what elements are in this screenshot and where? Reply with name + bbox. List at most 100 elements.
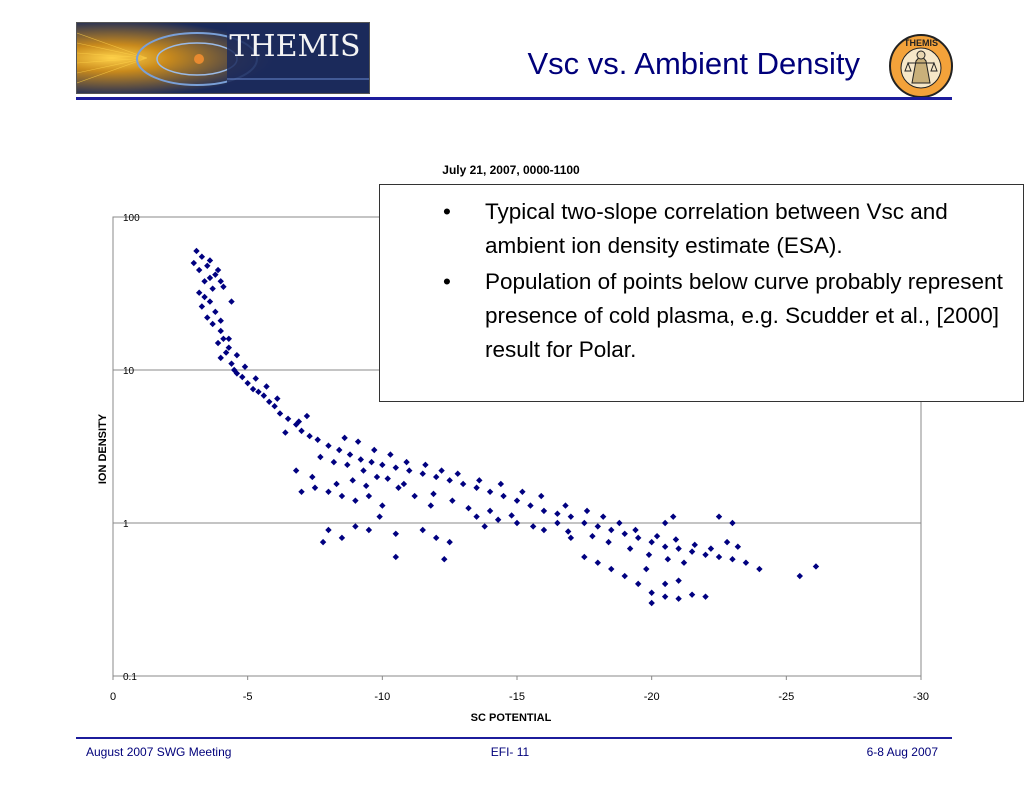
- bullet-item: • Typical two-slope correlation between V…: [443, 199, 948, 258]
- data-point: [648, 589, 655, 596]
- data-point: [473, 513, 480, 520]
- data-point: [648, 538, 655, 546]
- data-point: [446, 477, 453, 484]
- data-point: [276, 410, 284, 417]
- data-point: [212, 308, 219, 316]
- data-point: [209, 285, 216, 292]
- data-point: [403, 458, 410, 466]
- data-point: [702, 593, 709, 600]
- data-point: [298, 488, 305, 495]
- data-point: [527, 502, 534, 509]
- data-point: [357, 456, 364, 463]
- data-point: [411, 492, 418, 500]
- data-point: [341, 434, 348, 442]
- data-point: [540, 526, 548, 534]
- data-point: [206, 298, 214, 305]
- data-point: [325, 526, 332, 534]
- data-point: [589, 532, 596, 540]
- data-point: [354, 438, 362, 445]
- data-point: [796, 572, 803, 580]
- data-point: [756, 565, 763, 573]
- data-point: [608, 565, 615, 573]
- data-point: [228, 298, 235, 305]
- data-point: [204, 314, 211, 321]
- data-point: [346, 451, 354, 458]
- data-point: [387, 451, 394, 458]
- footer-date: 6-8 Aug 2007: [866, 745, 938, 759]
- data-point: [626, 545, 634, 552]
- data-point: [419, 470, 426, 477]
- data-point: [562, 502, 569, 509]
- y-tick-label: 100: [123, 213, 140, 224]
- data-point: [338, 534, 346, 542]
- data-point: [661, 580, 669, 588]
- data-point: [486, 488, 494, 495]
- data-point: [465, 504, 472, 512]
- data-point: [217, 317, 224, 324]
- y-tick-label: 0.1: [123, 672, 137, 683]
- data-point: [581, 519, 588, 527]
- data-point: [244, 379, 251, 387]
- data-point: [274, 395, 281, 402]
- data-point: [260, 392, 268, 399]
- header-rule: [76, 97, 952, 100]
- data-point: [449, 497, 456, 504]
- footer-rule: [76, 737, 952, 739]
- data-point: [241, 363, 249, 370]
- data-point: [395, 484, 402, 491]
- bullet-list: • Typical two-slope correlation between V…: [380, 185, 1023, 367]
- data-point: [581, 553, 588, 561]
- data-point: [422, 461, 429, 469]
- data-point: [365, 526, 373, 534]
- data-point: [441, 555, 448, 563]
- data-point: [486, 507, 494, 515]
- data-point: [554, 519, 561, 527]
- data-point: [252, 375, 259, 382]
- data-point: [376, 513, 383, 520]
- data-point: [198, 303, 206, 310]
- y-tick-label: 1: [123, 519, 129, 530]
- data-point: [336, 446, 343, 454]
- data-point: [349, 477, 356, 484]
- data-point: [481, 523, 488, 530]
- data-point: [214, 339, 222, 347]
- footer-slide-number: EFI- 11: [490, 745, 530, 759]
- data-point: [373, 473, 381, 481]
- data-point: [661, 593, 669, 600]
- data-point: [473, 484, 480, 491]
- themis-seal: THEMIS: [888, 33, 954, 99]
- data-point: [214, 266, 222, 274]
- data-point: [661, 543, 669, 550]
- x-tick-label: -5: [243, 691, 253, 703]
- data-point: [195, 266, 203, 274]
- data-point: [222, 349, 230, 356]
- data-point: [282, 429, 289, 436]
- data-point: [433, 473, 440, 481]
- data-point: [295, 418, 303, 425]
- data-point: [198, 253, 206, 260]
- x-tick-label: -30: [913, 691, 929, 703]
- data-point: [664, 555, 672, 563]
- data-point: [392, 464, 399, 471]
- themis-logo-text: THEMIS: [229, 29, 360, 64]
- data-point: [594, 559, 601, 566]
- data-point: [729, 555, 736, 563]
- data-point: [476, 477, 483, 484]
- data-point: [360, 467, 367, 474]
- data-point: [583, 507, 591, 515]
- data-point: [540, 507, 548, 515]
- data-point: [392, 553, 399, 561]
- data-point: [433, 534, 440, 542]
- data-point: [723, 538, 731, 546]
- data-point: [621, 572, 628, 580]
- data-point: [513, 519, 521, 527]
- data-point: [193, 247, 200, 255]
- data-point: [632, 526, 639, 534]
- themis-logo-graphic: THEMIS: [77, 23, 369, 93]
- data-point: [734, 543, 742, 550]
- data-point: [680, 559, 688, 566]
- data-point: [707, 545, 715, 552]
- data-point: [508, 512, 515, 519]
- data-point: [255, 388, 262, 396]
- data-point: [567, 513, 575, 520]
